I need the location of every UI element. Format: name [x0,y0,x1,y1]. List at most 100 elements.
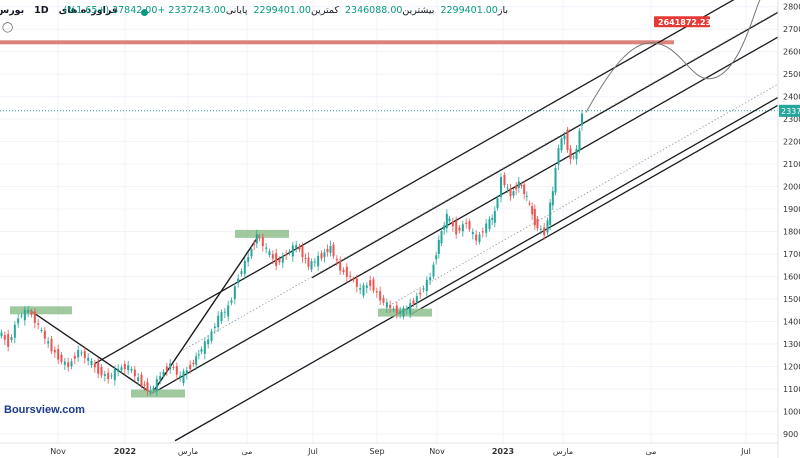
candle-body [40,330,43,332]
candle-body [481,231,484,233]
candle-body [220,312,223,322]
candle-body [313,261,316,263]
candle-body [152,388,155,390]
last-price-label-box [779,104,800,117]
candle-body [67,362,70,368]
candle-body [475,234,478,241]
candle-body [503,174,506,185]
x-tick-label: Jul [307,447,318,456]
candle-body [389,305,392,309]
candle-body [265,247,268,249]
candle-body [155,379,158,391]
y-tick-label: 1000 [783,408,800,417]
candle-body [90,360,93,366]
candle-body [73,355,76,359]
close-value: 2337243.00 [168,5,226,16]
y-tick-label: 2700 [783,25,800,34]
candle-body [255,234,258,244]
high-value: 2346088.00 [344,5,403,16]
candle-body [7,334,10,347]
candle-body [310,261,313,270]
candle-body [0,332,3,336]
candle-body [243,261,246,274]
candle-body [247,257,250,262]
candle-body [57,349,60,360]
y-tick-label: 2400 [783,93,800,102]
symbol-name: فراورده های [58,5,118,16]
candle-body [345,266,348,278]
candle-body [554,167,557,193]
candle-body [422,288,425,290]
candle-body [471,231,474,235]
candle-body [581,113,583,126]
candle-body [107,372,110,380]
candle-body [291,245,294,257]
candle-body [575,148,578,160]
candle-body [496,198,499,209]
x-tick-label: مى [646,447,657,456]
candle-body [500,176,502,197]
x-tick-label: Nov [429,447,445,456]
candle-body [465,222,468,224]
candle-body [468,221,471,230]
channel-mid-line [151,36,779,395]
candle-body [240,271,243,274]
candle-body [200,349,203,352]
candle-body [320,253,323,259]
pivot-zone-3 [378,308,432,317]
candle-body [130,369,133,371]
candle-body [515,185,518,190]
candle-body [162,371,165,376]
candle-body [440,231,443,244]
open-value: 2299401.00 [440,5,498,16]
candle-body [551,191,554,206]
channel-upper-mid-line [179,11,779,353]
candle-body [117,368,120,372]
status-dot [141,9,148,16]
candle-body [275,253,278,266]
symbol-title[interactable]: فراورده های 1D بورس ایران [0,5,118,16]
candle-body [87,357,90,361]
candle-body [80,352,83,354]
candle-body [27,310,30,313]
candle-body [461,224,464,232]
candle-body [233,286,236,299]
candle-body [100,366,103,376]
candle-body [329,246,332,253]
candle-body [140,374,143,386]
candle-body [405,308,408,310]
candle-body [549,202,552,226]
candle-body [207,339,210,345]
candle-body [60,354,63,362]
candle-body [217,315,220,328]
candle-body [37,323,40,325]
candle-body [137,377,140,381]
y-tick-label: 1300 [783,340,800,349]
candle-body [213,326,216,329]
candle-body [425,279,428,292]
pivot-zone-2 [235,229,289,238]
candle-body [372,279,375,291]
y-tick-label: 2800 [783,3,800,12]
candle-body [415,296,418,303]
candle-body [359,288,362,290]
candle-body [288,251,291,253]
open-label: باز [497,5,508,16]
pivot-zone-0 [10,306,72,315]
candle-body [485,223,488,233]
y-tick-label: 2300 [783,115,800,124]
candle-body [520,184,523,187]
visibility-eye-icon[interactable]: ◯ [2,22,14,33]
candle-body [543,227,546,236]
candle-body [237,278,240,284]
high-label: بیشترین [402,5,435,16]
resistance-label-box [654,16,710,28]
candle-body [488,219,491,229]
candle-body [352,279,355,281]
candle-body [175,366,178,375]
candle-body [146,382,149,392]
candle-body [517,181,520,188]
candle-body [50,338,53,352]
